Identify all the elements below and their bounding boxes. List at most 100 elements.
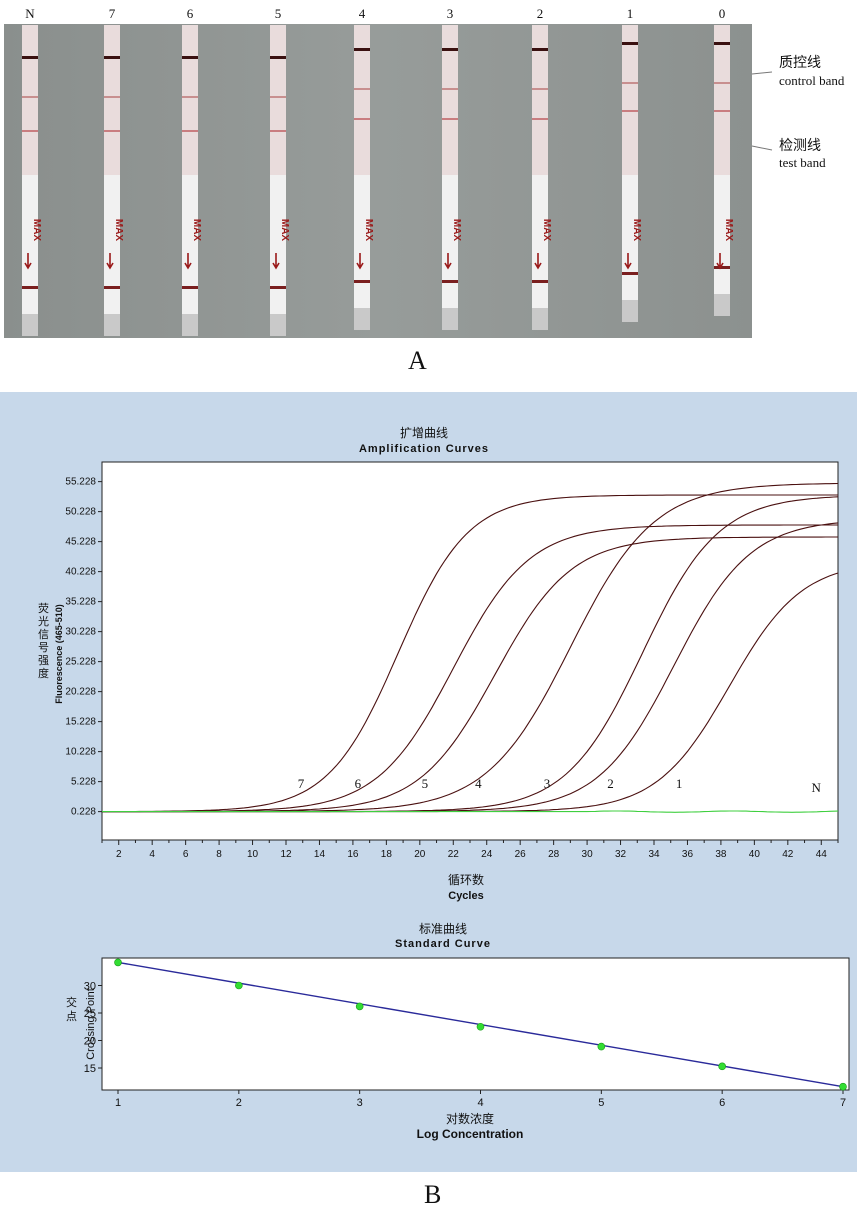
- strip-handle: [182, 175, 198, 336]
- x-tick-label: 16: [347, 849, 359, 860]
- strip-max-line: [104, 286, 120, 289]
- test-strip: MAX: [22, 25, 42, 336]
- amp-series-label: 7: [298, 776, 305, 791]
- band-mark: [354, 88, 370, 90]
- strip-handle: [354, 175, 370, 330]
- test-band: [104, 130, 120, 132]
- strip-max-line: [532, 280, 548, 283]
- x-tick-label: 18: [381, 849, 393, 860]
- control-band: [182, 56, 198, 59]
- x-tick-label: 12: [280, 849, 292, 860]
- std-y-ticks: 15 20 25 30: [84, 981, 102, 1075]
- test-strip: MAX: [354, 25, 374, 330]
- y-tick-label: 35.228: [65, 597, 96, 608]
- x-tick-label: 5: [598, 1097, 604, 1109]
- strip-label: N: [25, 6, 35, 21]
- strip-max-text: MAX: [631, 219, 642, 242]
- strip-handle: [622, 175, 638, 322]
- y-tick-label: 20: [84, 1036, 96, 1048]
- strip-end: [532, 308, 548, 330]
- down-arrow-icon: [534, 253, 542, 270]
- down-arrow-icon: [184, 253, 192, 270]
- control-band: [714, 42, 730, 45]
- band-mark: [22, 96, 38, 98]
- strip-max-text: MAX: [191, 219, 202, 242]
- x-tick-label: 4: [149, 849, 155, 860]
- test-band-label-en: test band: [779, 155, 826, 170]
- x-tick-label: 24: [481, 849, 493, 860]
- test-band-label-zh: 检测线: [779, 138, 821, 154]
- y-tick-label: 0.228: [71, 807, 96, 818]
- test-strip: MAX: [104, 25, 124, 336]
- x-tick-label: 3: [357, 1097, 363, 1109]
- y-tick-label: 20.228: [65, 687, 96, 698]
- band-mark: [442, 88, 458, 90]
- std-point: [597, 1042, 606, 1051]
- amp-title-zh: 扩增曲线: [400, 426, 448, 440]
- x-tick-label: 42: [782, 849, 794, 860]
- y-tick-label: 15: [84, 1063, 96, 1075]
- x-tick-label: 40: [749, 849, 761, 860]
- strip-max-line: [622, 272, 638, 275]
- test-strip: MAX: [532, 25, 552, 330]
- x-tick-label: 26: [515, 849, 527, 860]
- amp-curves: [102, 482, 839, 813]
- x-tick-label: 22: [448, 849, 460, 860]
- std-ylabel-zh: 交点: [66, 995, 77, 1023]
- strip-label: 3: [447, 6, 454, 21]
- std-point: [476, 1022, 485, 1031]
- control-band: [104, 56, 120, 59]
- down-arrow-icon: [24, 253, 32, 270]
- test-band: [622, 110, 638, 112]
- control-band-label-en: control band: [779, 73, 845, 88]
- panel-a-label: A: [408, 346, 427, 375]
- test-band-pointer: [751, 145, 773, 151]
- control-band-pointer: [751, 71, 773, 75]
- strip-max-text: MAX: [31, 219, 42, 242]
- panel-a: N 7 6 5 4 3 2 1 0 MAX MAX MAX MAX MAX MAX MAX MAX MAX 质控…: [0, 0, 857, 392]
- x-tick-label: 4: [477, 1097, 483, 1109]
- down-arrow-icon: [444, 253, 452, 270]
- test-strip: MAX: [622, 25, 642, 322]
- control-band: [22, 56, 38, 59]
- std-title-zh: 标准曲线: [419, 922, 467, 936]
- band-mark: [104, 96, 120, 98]
- strip-end: [714, 294, 730, 316]
- x-tick-label: 2: [236, 1097, 242, 1109]
- control-band: [354, 48, 370, 51]
- strip-end: [442, 308, 458, 330]
- std-point: [235, 981, 243, 990]
- band-mark: [270, 96, 286, 98]
- panel-b: 扩增曲线 Amplification Curves 0.228 5.228 10.2…: [0, 392, 857, 1224]
- x-tick-label: 30: [582, 849, 594, 860]
- strip-end: [182, 314, 198, 336]
- control-band: [270, 56, 286, 59]
- y-tick-label: 25: [84, 1008, 96, 1020]
- x-tick-label: 6: [183, 849, 189, 860]
- y-tick-label: 30.228: [65, 627, 96, 638]
- x-tick-label: 32: [615, 849, 627, 860]
- strip-max-text: MAX: [363, 219, 374, 242]
- band-mark: [714, 82, 730, 84]
- strip-label: 2: [537, 6, 544, 21]
- strips: MAX MAX MAX MAX MAX MAX MAX MAX MAX: [22, 25, 734, 336]
- std-title: Standard Curve: [395, 938, 491, 950]
- strip-end: [104, 314, 120, 336]
- x-tick-label: 2: [116, 849, 122, 860]
- x-tick-label: 7: [840, 1097, 846, 1109]
- test-strip: MAX: [442, 25, 462, 330]
- x-tick-label: 44: [816, 849, 828, 860]
- x-tick-label: 8: [216, 849, 222, 860]
- strip-max-text: MAX: [279, 219, 290, 242]
- x-tick-label: 6: [719, 1097, 725, 1109]
- strip-label: 6: [187, 6, 194, 21]
- y-tick-label: 50.228: [65, 507, 96, 518]
- control-band: [622, 42, 638, 45]
- test-band: [182, 130, 198, 132]
- test-band: [22, 130, 38, 132]
- x-tick-label: 28: [548, 849, 560, 860]
- strip-max-line: [442, 280, 458, 283]
- test-band: [354, 118, 370, 120]
- y-tick-label: 5.228: [71, 777, 96, 788]
- std-point: [839, 1082, 847, 1091]
